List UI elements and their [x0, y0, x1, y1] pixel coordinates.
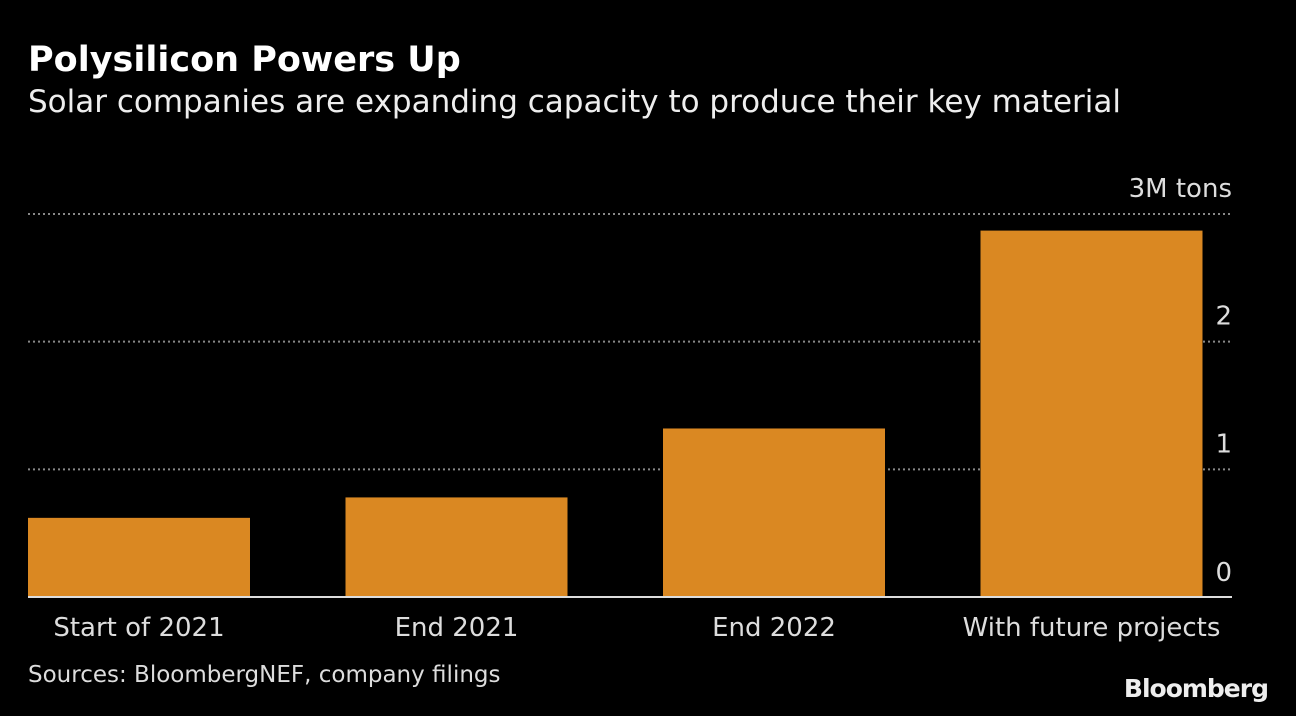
x-tick-label: Start of 2021 [53, 613, 224, 643]
bar [980, 230, 1203, 597]
bar [28, 517, 250, 597]
bar [345, 497, 568, 597]
y-tick-label: 1 [1215, 429, 1232, 459]
y-tick-label: 2 [1215, 302, 1232, 332]
chart-subtitle: Solar companies are expanding capacity t… [28, 84, 1122, 120]
y-tick-label: 0 [1215, 558, 1232, 588]
y-tick-label: 3M tons [1129, 174, 1232, 204]
x-tick-label: With future projects [963, 613, 1221, 643]
chart-title: Polysilicon Powers Up [28, 40, 461, 80]
x-tick-label: End 2022 [712, 613, 836, 643]
source-note: Sources: BloombergNEF, company filings [28, 662, 501, 688]
bar [663, 428, 885, 597]
bloomberg-logo: Bloomberg [1123, 674, 1269, 703]
x-tick-label: End 2021 [395, 613, 519, 643]
